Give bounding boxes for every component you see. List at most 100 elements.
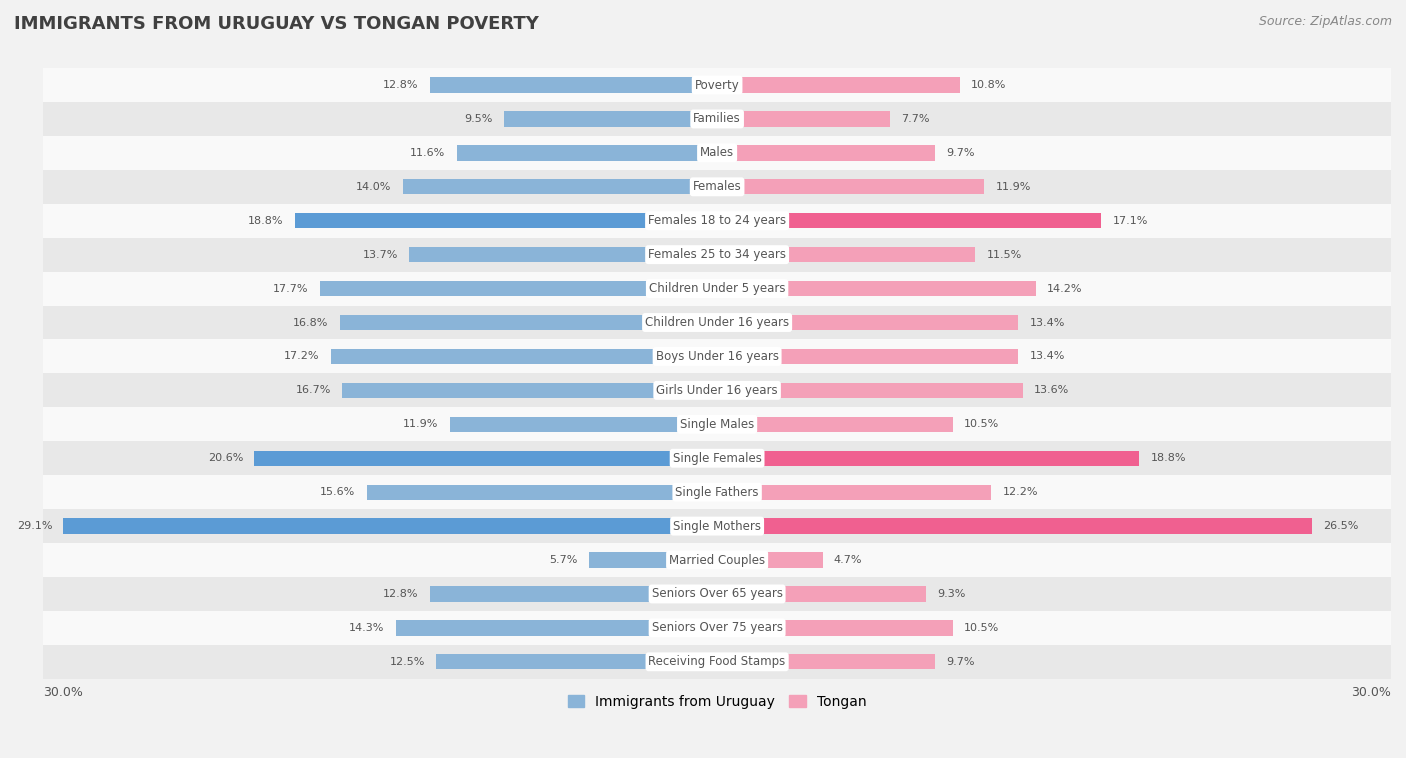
Bar <box>340 315 717 330</box>
Bar <box>457 146 717 161</box>
Text: 14.0%: 14.0% <box>356 182 391 192</box>
Text: 20.6%: 20.6% <box>208 453 243 463</box>
Text: 10.5%: 10.5% <box>965 623 1000 633</box>
Bar <box>44 509 1391 543</box>
Text: Families: Families <box>693 112 741 126</box>
Bar <box>436 654 717 669</box>
Bar <box>342 383 717 398</box>
Bar <box>44 271 1391 305</box>
Text: 30.0%: 30.0% <box>1351 685 1391 699</box>
Bar <box>44 645 1391 678</box>
Text: 9.7%: 9.7% <box>946 656 974 667</box>
Text: Source: ZipAtlas.com: Source: ZipAtlas.com <box>1258 15 1392 28</box>
Text: 9.7%: 9.7% <box>946 148 974 158</box>
Bar <box>717 383 1022 398</box>
Text: 14.2%: 14.2% <box>1047 283 1083 293</box>
Text: Females 18 to 24 years: Females 18 to 24 years <box>648 215 786 227</box>
Text: Children Under 5 years: Children Under 5 years <box>648 282 786 295</box>
Text: 14.3%: 14.3% <box>349 623 385 633</box>
Text: 7.7%: 7.7% <box>901 114 929 124</box>
Text: 16.7%: 16.7% <box>295 385 330 396</box>
Bar <box>717 179 984 195</box>
Bar <box>44 577 1391 611</box>
Text: 17.2%: 17.2% <box>284 352 319 362</box>
Text: IMMIGRANTS FROM URUGUAY VS TONGAN POVERTY: IMMIGRANTS FROM URUGUAY VS TONGAN POVERT… <box>14 15 538 33</box>
Bar <box>717 111 890 127</box>
Bar <box>44 204 1391 238</box>
Bar <box>717 518 1312 534</box>
Bar <box>402 179 717 195</box>
Text: Single Mothers: Single Mothers <box>673 519 761 533</box>
Bar <box>44 374 1391 407</box>
Text: 11.9%: 11.9% <box>404 419 439 429</box>
Bar <box>717 77 960 92</box>
Bar <box>717 587 927 602</box>
Text: 10.8%: 10.8% <box>972 80 1007 90</box>
Bar <box>44 407 1391 441</box>
Text: 18.8%: 18.8% <box>247 216 284 226</box>
Bar <box>589 553 717 568</box>
Bar <box>319 281 717 296</box>
Bar <box>396 620 717 635</box>
Text: Girls Under 16 years: Girls Under 16 years <box>657 384 778 397</box>
Text: Seniors Over 75 years: Seniors Over 75 years <box>651 622 783 634</box>
Bar <box>717 484 991 500</box>
Bar <box>254 450 717 466</box>
Bar <box>717 213 1101 228</box>
Bar <box>44 238 1391 271</box>
Bar <box>717 281 1036 296</box>
Text: 9.3%: 9.3% <box>938 589 966 599</box>
Text: 26.5%: 26.5% <box>1323 521 1360 531</box>
Text: 13.4%: 13.4% <box>1029 352 1064 362</box>
Bar <box>717 553 823 568</box>
Bar <box>503 111 717 127</box>
Text: 12.8%: 12.8% <box>382 80 419 90</box>
Text: Single Fathers: Single Fathers <box>675 486 759 499</box>
Text: Seniors Over 65 years: Seniors Over 65 years <box>651 587 783 600</box>
Text: Females: Females <box>693 180 741 193</box>
Bar <box>717 349 1018 364</box>
Text: Receiving Food Stamps: Receiving Food Stamps <box>648 656 786 669</box>
Bar <box>44 441 1391 475</box>
Text: Boys Under 16 years: Boys Under 16 years <box>655 350 779 363</box>
Bar <box>450 417 717 432</box>
Text: 16.8%: 16.8% <box>292 318 329 327</box>
Bar <box>717 450 1139 466</box>
Text: 13.7%: 13.7% <box>363 249 398 260</box>
Bar <box>44 543 1391 577</box>
Bar <box>44 102 1391 136</box>
Bar <box>717 146 935 161</box>
Bar <box>44 170 1391 204</box>
Text: 13.6%: 13.6% <box>1033 385 1069 396</box>
Text: 13.4%: 13.4% <box>1029 318 1064 327</box>
Text: 11.6%: 11.6% <box>411 148 446 158</box>
Text: 5.7%: 5.7% <box>550 555 578 565</box>
Text: 10.5%: 10.5% <box>965 419 1000 429</box>
Text: 9.5%: 9.5% <box>464 114 492 124</box>
Text: 12.5%: 12.5% <box>389 656 425 667</box>
Bar <box>717 620 953 635</box>
Text: 11.5%: 11.5% <box>987 249 1022 260</box>
Text: 11.9%: 11.9% <box>995 182 1031 192</box>
Bar <box>44 305 1391 340</box>
Text: 29.1%: 29.1% <box>17 521 52 531</box>
Bar <box>409 247 717 262</box>
Text: 4.7%: 4.7% <box>834 555 862 565</box>
Bar <box>44 340 1391 374</box>
Text: Children Under 16 years: Children Under 16 years <box>645 316 789 329</box>
Bar <box>44 136 1391 170</box>
Bar <box>295 213 717 228</box>
Legend: Immigrants from Uruguay, Tongan: Immigrants from Uruguay, Tongan <box>562 690 872 715</box>
Bar <box>63 518 717 534</box>
Text: 17.7%: 17.7% <box>273 283 308 293</box>
Text: 12.2%: 12.2% <box>1002 487 1038 497</box>
Text: 15.6%: 15.6% <box>321 487 356 497</box>
Bar <box>44 611 1391 645</box>
Text: 17.1%: 17.1% <box>1112 216 1147 226</box>
Bar <box>44 475 1391 509</box>
Text: Males: Males <box>700 146 734 159</box>
Bar <box>44 68 1391 102</box>
Bar <box>430 77 717 92</box>
Text: Married Couples: Married Couples <box>669 553 765 566</box>
Text: Females 25 to 34 years: Females 25 to 34 years <box>648 248 786 262</box>
